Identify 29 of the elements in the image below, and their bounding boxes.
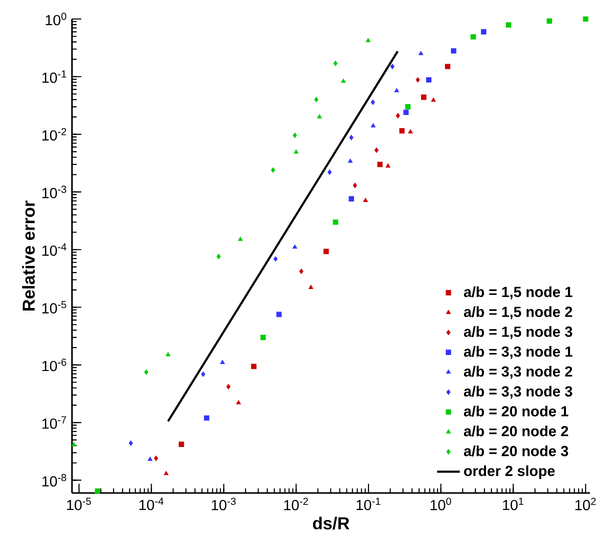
legend-label: a/b = 1,5 node 1: [464, 286, 572, 300]
y-tick-label: 10$^{-2}$: [42, 128, 66, 141]
legend-label: a/b = 3,3 node 2: [464, 366, 572, 379]
y-tick-label: 10$^{-5}$: [42, 301, 66, 314]
y-tick-label: 10$^{0}$: [46, 12, 66, 26]
y-axis-title: Relative error: [22, 200, 35, 311]
legend-label: a/b = 3,3 node 1: [464, 346, 572, 359]
x-tick-label: 10$^{-1}$: [356, 498, 380, 510]
legend-label: a/b = 1,5 node 2: [464, 306, 572, 320]
y-tick-label: 10$^{-6}$: [42, 358, 66, 372]
x-axis-title: ds/R: [312, 516, 350, 530]
x-tick-label: 10$^{-5}$: [67, 498, 91, 510]
y-tick-label: 10$^{-1}$: [42, 70, 66, 83]
legend-label: a/b = 20 node 2: [464, 426, 568, 436]
legend-label: a/b = 20 node 3: [464, 445, 568, 456]
legend-label: a/b = 3,3 node 3: [464, 386, 572, 399]
x-tick-label: 10$^{1}$: [503, 498, 524, 510]
y-tick-label: 10$^{-7}$: [42, 416, 66, 429]
x-tick-label: 10$^{0}$: [430, 498, 452, 510]
x-tick-label: 10$^{-4}$: [139, 498, 164, 510]
x-tick-label: 10$^{-3}$: [212, 498, 236, 510]
x-tick-label: 10$^{2}$: [575, 498, 596, 510]
y-tick-label: 10$^{-4}$: [42, 243, 66, 256]
y-tick-label: 10$^{-3}$: [42, 186, 66, 198]
x-tick-label: 10$^{-2}$: [284, 498, 308, 510]
legend-label: a/b = 20 node 1: [464, 406, 568, 417]
legend-label: a/b = 1,5 node 3: [464, 326, 572, 340]
legend-label: order 2 slope: [464, 465, 555, 479]
y-tick-label: 10$^{-8}$: [42, 474, 66, 486]
